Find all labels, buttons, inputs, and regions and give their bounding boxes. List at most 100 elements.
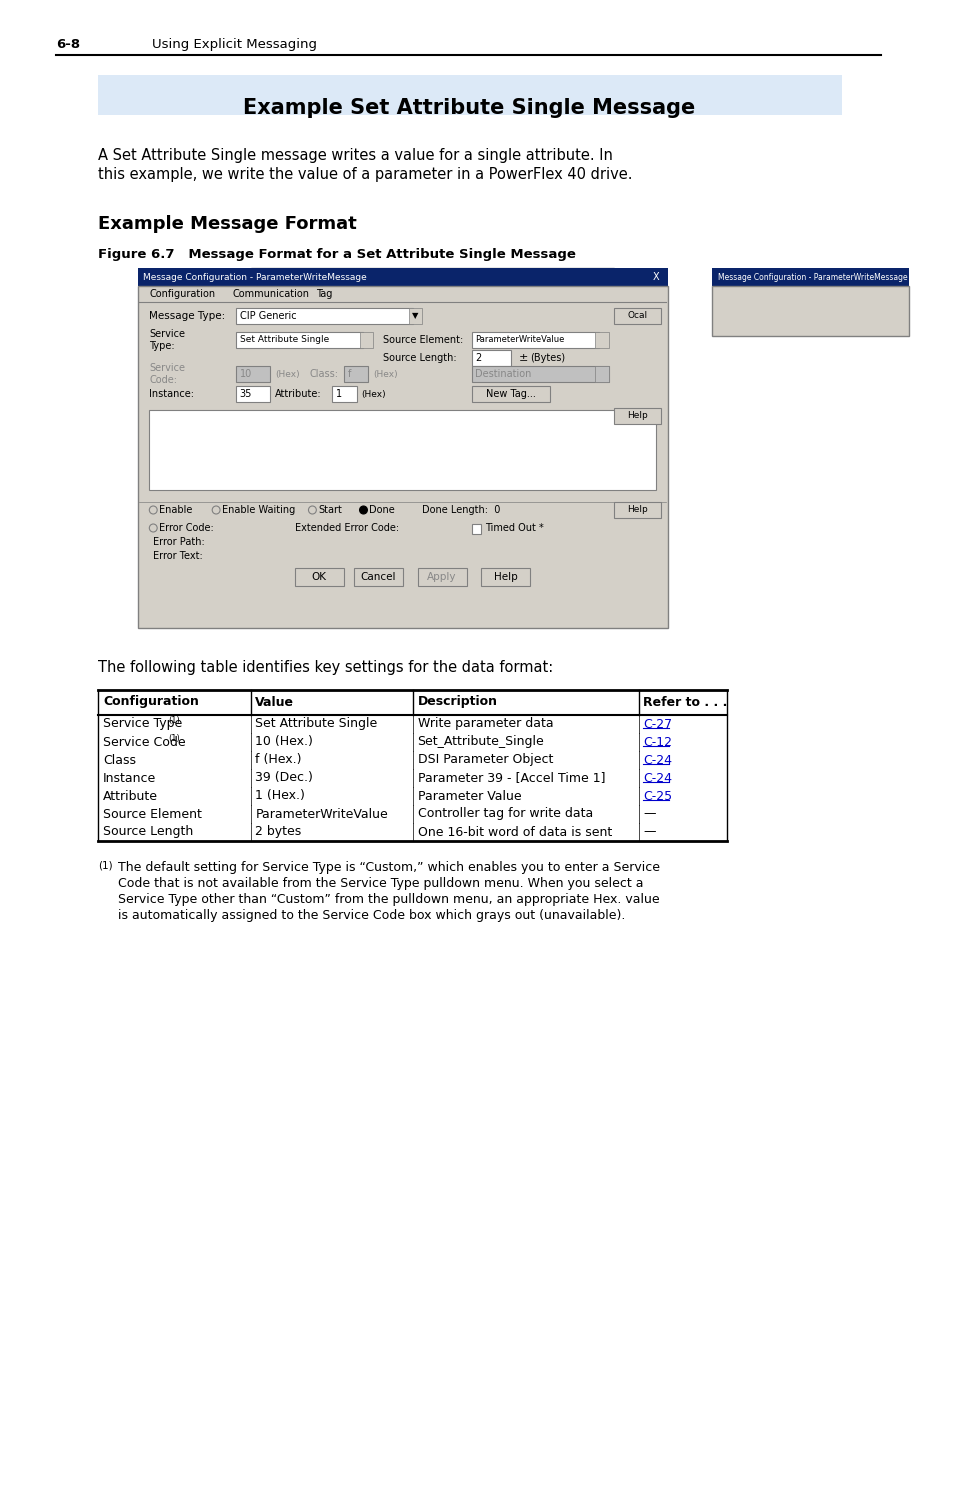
Bar	[235, 387, 270, 401]
Text: Message Configuration - ParameterWriteMessage: Message Configuration - ParameterWriteMe…	[143, 272, 367, 281]
Text: Error Text:: Error Text:	[153, 552, 203, 561]
Text: (Bytes): (Bytes)	[530, 352, 565, 363]
Bar	[137, 268, 667, 286]
Bar	[235, 332, 363, 348]
Text: Instance:: Instance:	[150, 390, 194, 399]
Text: The following table identifies key settings for the data format:: The following table identifies key setti…	[98, 660, 553, 675]
Text: Refer to . . .: Refer to . . .	[642, 696, 727, 708]
Text: 1 (Hex.): 1 (Hex.)	[255, 790, 305, 803]
Bar	[471, 366, 608, 382]
Text: Done Length:  0: Done Length: 0	[422, 506, 500, 515]
Text: X: X	[652, 272, 659, 283]
Text: C-24: C-24	[642, 772, 672, 785]
Text: Help: Help	[494, 572, 517, 581]
Text: Set Attribute Single: Set Attribute Single	[239, 336, 329, 345]
Bar	[354, 568, 402, 586]
Text: Apply: Apply	[427, 572, 456, 581]
Text: Error Path:: Error Path:	[153, 537, 205, 547]
Text: CIP Generic: CIP Generic	[239, 311, 296, 321]
Text: C-27: C-27	[642, 718, 672, 730]
Text: this example, we write the value of a parameter in a PowerFlex 40 drive.: this example, we write the value of a pa…	[98, 167, 632, 181]
Text: Service Code: Service Code	[103, 736, 186, 748]
Text: Attribute:: Attribute:	[274, 390, 321, 399]
Text: Enable Waiting: Enable Waiting	[222, 506, 295, 515]
Text: Help: Help	[626, 506, 647, 515]
Text: Using Explicit Messaging: Using Explicit Messaging	[152, 39, 317, 51]
Text: Message Type:: Message Type:	[150, 311, 225, 321]
Text: Source Element: Source Element	[103, 807, 202, 821]
Text: Ocal: Ocal	[627, 311, 647, 321]
Text: Start: Start	[318, 506, 342, 515]
Text: (Hex): (Hex)	[361, 390, 386, 399]
Circle shape	[359, 506, 367, 515]
Text: Figure 6.7   Message Format for a Set Attribute Single Message: Figure 6.7 Message Format for a Set Attr…	[98, 248, 576, 262]
Text: Enable: Enable	[159, 506, 193, 515]
Text: ±: ±	[518, 352, 528, 363]
Text: (1): (1)	[168, 733, 179, 742]
Text: C-12: C-12	[642, 736, 672, 748]
Bar	[471, 349, 510, 366]
Text: Tag: Tag	[316, 288, 333, 299]
Text: Timed Out *: Timed Out *	[485, 523, 543, 532]
Text: —: —	[642, 825, 656, 839]
Text: Attribute: Attribute	[103, 790, 158, 803]
Text: One 16-bit word of data is sent: One 16-bit word of data is sent	[417, 825, 611, 839]
Text: Code that is not available from the Service Type pulldown menu. When you select : Code that is not available from the Serv…	[118, 877, 642, 891]
Text: 39 (Dec.): 39 (Dec.)	[255, 772, 313, 785]
Bar	[137, 286, 667, 628]
Text: 2 bytes: 2 bytes	[255, 825, 301, 839]
Bar	[712, 268, 908, 286]
Bar	[471, 332, 598, 348]
Text: Cancel: Cancel	[360, 572, 395, 581]
Bar	[251, 268, 614, 312]
Text: (1): (1)	[168, 715, 179, 724]
Text: —: —	[642, 807, 656, 821]
Bar	[294, 568, 343, 586]
Text: Example Message Format: Example Message Format	[98, 216, 356, 233]
Text: DSI Parameter Object: DSI Parameter Object	[417, 754, 553, 766]
Text: Value: Value	[255, 696, 294, 708]
Text: ParameterWriteValue: ParameterWriteValue	[255, 807, 388, 821]
Bar	[614, 308, 660, 324]
Text: ParameterWriteValue: ParameterWriteValue	[475, 336, 564, 345]
Text: Communication: Communication	[233, 288, 310, 299]
Text: A Set Attribute Single message writes a value for a single attribute. In: A Set Attribute Single message writes a …	[98, 149, 613, 164]
FancyBboxPatch shape	[98, 74, 841, 114]
Bar	[408, 308, 422, 324]
Text: Help: Help	[626, 412, 647, 421]
Bar	[481, 568, 530, 586]
Bar	[235, 366, 270, 382]
Text: Destination: Destination	[475, 369, 531, 379]
Text: ▼: ▼	[412, 311, 418, 321]
Text: is automatically assigned to the Service Code box which grays out (unavailable).: is automatically assigned to the Service…	[118, 909, 624, 922]
Text: OK: OK	[312, 572, 327, 581]
Text: Controller tag for write data: Controller tag for write data	[417, 807, 592, 821]
Bar	[712, 286, 908, 336]
Text: Class: Class	[103, 754, 136, 766]
Text: (Hex): (Hex)	[274, 369, 299, 379]
Text: 1: 1	[335, 390, 342, 399]
Text: 10: 10	[239, 369, 252, 379]
Bar	[417, 568, 466, 586]
Text: Set Attribute Single: Set Attribute Single	[255, 718, 377, 730]
Text: Source Length: Source Length	[103, 825, 193, 839]
Bar	[471, 387, 550, 401]
Text: 2: 2	[475, 352, 481, 363]
Bar	[614, 503, 660, 517]
Text: Set_Attribute_Single: Set_Attribute_Single	[417, 736, 544, 748]
Text: (Hex): (Hex)	[373, 369, 397, 379]
Text: 10 (Hex.): 10 (Hex.)	[255, 736, 313, 748]
Text: New Tag...: New Tag...	[485, 390, 536, 399]
Text: Service
Type:: Service Type:	[150, 329, 185, 351]
Text: Parameter Value: Parameter Value	[417, 790, 520, 803]
Text: Service Type other than “Custom” from the pulldown menu, an appropriate Hex. val: Service Type other than “Custom” from th…	[118, 894, 659, 906]
Text: f (Hex.): f (Hex.)	[255, 754, 301, 766]
Bar	[359, 332, 373, 348]
Bar	[332, 387, 356, 401]
Text: Configuration: Configuration	[150, 288, 215, 299]
Text: Class:: Class:	[309, 369, 338, 379]
Text: Example Set Attribute Single Message: Example Set Attribute Single Message	[243, 98, 695, 117]
Text: Done: Done	[369, 506, 395, 515]
Text: Service
Code:: Service Code:	[150, 363, 185, 385]
Bar	[343, 366, 368, 382]
